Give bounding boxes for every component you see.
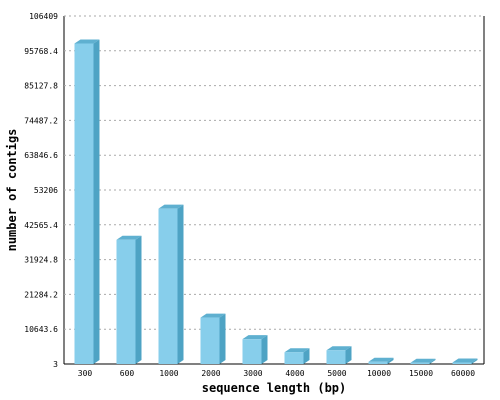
bar-2000 [200,313,226,364]
bar-3000 [242,335,268,364]
bar-side [93,39,100,365]
x-tick-labels: 300 600 1000 2000 3000 4000 5000 10000 15000 6000… [78,369,475,378]
y-tick-label: 106409 [29,12,58,21]
y-tick-labels: 3 10643.6 21284.2 31924.8 42565.4 53206 63846.… [24,12,58,369]
bar-top [368,357,394,362]
bar-top [242,335,268,340]
bar-side [177,204,184,364]
y-tick-label: 42565.4 [24,221,58,230]
bar-15000 [410,358,436,364]
y-tick-label: 74487.2 [24,116,58,125]
bar-top [284,348,310,353]
bar-10000 [368,357,394,364]
bar-1000 [158,204,184,364]
y-tick-label: 31924.8 [24,256,58,265]
bar-front [452,362,472,364]
x-tick-label: 3000 [243,369,262,378]
bar-side [471,358,478,364]
y-tick-label: 63846.6 [24,151,58,160]
x-tick-label: 60000 [451,369,475,378]
bar-top [158,204,184,209]
bar-front [74,43,94,365]
x-tick-label: 1000 [159,369,178,378]
bar-front [284,352,304,364]
bar-600 [116,235,142,364]
y-tick-label: 10643.6 [24,325,58,334]
bar-side [303,348,310,364]
bar-300 [74,39,100,365]
bar-side [429,358,436,364]
y-tick-label: 85127.8 [24,82,58,91]
bar-side [219,313,226,364]
y-tick-label: 53206 [34,186,58,195]
x-tick-label: 4000 [285,369,304,378]
y-tick-label: 21284.2 [24,290,58,299]
bar-top [410,358,436,363]
x-tick-label: 2000 [201,369,220,378]
x-tick-label: 10000 [367,369,391,378]
bar-front [410,362,430,364]
bar-top [452,358,478,363]
x-tick-label: 5000 [327,369,346,378]
bar-5000 [326,346,352,364]
bar-top [200,313,226,318]
bar-front [116,239,136,364]
bar-side [261,335,268,364]
bar-side [135,235,142,364]
y-tick-label: 95768.4 [24,47,58,56]
bar-front [242,339,262,364]
bar-60000 [452,358,478,364]
bar-4000 [284,348,310,364]
bar-top [116,235,142,240]
y-axis-label: number of contigs [5,129,19,252]
y-tick-label: 3 [53,360,58,369]
x-tick-label: 300 [78,369,93,378]
x-axis-label: sequence length (bp) [202,381,347,395]
bar-top [74,39,100,44]
bar-front [158,208,178,364]
bar-front [200,317,220,364]
bar-top [326,346,352,351]
bar-front [326,350,346,364]
x-tick-label: 600 [120,369,135,378]
bar-front [368,361,388,364]
bar-side [387,357,394,364]
x-tick-label: 15000 [409,369,433,378]
bar-side [345,346,352,364]
bars [74,39,478,365]
